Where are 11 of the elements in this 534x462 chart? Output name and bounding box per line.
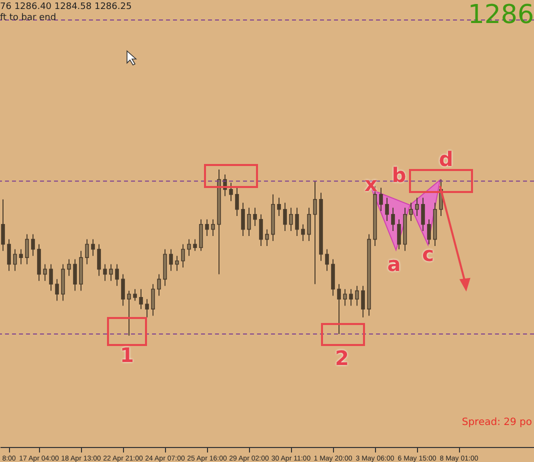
text: Spread: 29 po (462, 417, 532, 428)
text: 1 (120, 343, 134, 367)
text: 76 1286.40 1284.58 1286.25 (0, 2, 132, 12)
annotation: x (364, 172, 378, 196)
text: 2 (335, 346, 349, 370)
annotation: d (438, 147, 454, 171)
text: 1286 (468, 0, 534, 30)
annotation: a (387, 252, 401, 276)
annotation: b (392, 163, 406, 187)
annotation: c (422, 242, 434, 266)
text: ft to bar end (0, 13, 56, 23)
